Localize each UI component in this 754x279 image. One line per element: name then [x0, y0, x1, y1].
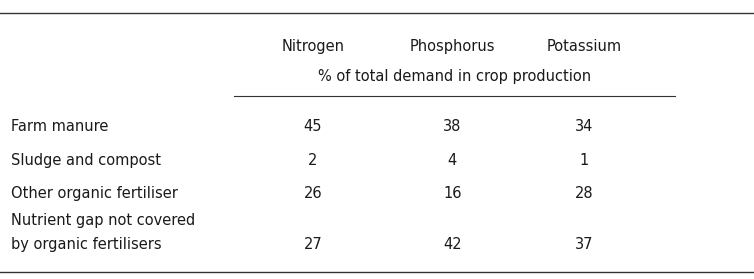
Text: Nutrient gap not covered: Nutrient gap not covered: [11, 213, 195, 228]
Text: Farm manure: Farm manure: [11, 119, 109, 134]
Text: Nitrogen: Nitrogen: [281, 39, 345, 54]
Text: 16: 16: [443, 186, 461, 201]
Text: 26: 26: [304, 186, 322, 201]
Text: Phosphorus: Phosphorus: [409, 39, 495, 54]
Text: 1: 1: [580, 153, 589, 168]
Text: Sludge and compost: Sludge and compost: [11, 153, 161, 168]
Text: 28: 28: [575, 186, 593, 201]
Text: % of total demand in crop production: % of total demand in crop production: [317, 69, 591, 84]
Text: 37: 37: [575, 237, 593, 252]
Text: 34: 34: [575, 119, 593, 134]
Text: by organic fertilisers: by organic fertilisers: [11, 237, 162, 252]
Text: 45: 45: [304, 119, 322, 134]
Text: 27: 27: [304, 237, 322, 252]
Text: 42: 42: [443, 237, 461, 252]
Text: 2: 2: [308, 153, 317, 168]
Text: Other organic fertiliser: Other organic fertiliser: [11, 186, 178, 201]
Text: 38: 38: [443, 119, 461, 134]
Text: Potassium: Potassium: [547, 39, 622, 54]
Text: 4: 4: [448, 153, 457, 168]
